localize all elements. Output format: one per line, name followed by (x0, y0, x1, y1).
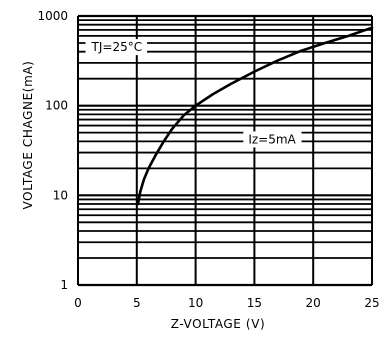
x-tick-label: 25 (364, 296, 379, 310)
annotation-text: TJ=25°C (91, 40, 143, 54)
annotation-background (243, 131, 302, 148)
x-tick-label: 20 (306, 296, 321, 310)
y-axis-label: VOLTAGE CHAGNE(mA) (21, 61, 35, 210)
annotation: Iz=5mA (243, 131, 302, 148)
y-tick-label: 1000 (37, 9, 68, 23)
x-axis-label: Z-VOLTAGE (V) (171, 317, 266, 331)
x-tick-labels: 0 5 10 15 20 25 (74, 296, 379, 310)
y-tick-label: 1 (60, 278, 68, 292)
annotation: TJ=25°C (85, 39, 148, 56)
y-tick-labels: 1 10 100 1000 (37, 9, 68, 292)
curve-layer (136, 26, 374, 206)
series-line (136, 26, 374, 206)
x-tick-label: 10 (188, 296, 203, 310)
x-tick-label: 0 (74, 296, 82, 310)
x-tick-label: 5 (133, 296, 141, 310)
y-tick-label: 100 (45, 99, 68, 113)
annotation-text: Iz=5mA (248, 132, 296, 146)
annotation-background (85, 39, 148, 56)
grid (77, 14, 373, 287)
annotations: TJ=25°C Iz=5mA (85, 39, 302, 148)
y-tick-label: 10 (53, 188, 68, 202)
x-tick-label: 15 (247, 296, 262, 310)
